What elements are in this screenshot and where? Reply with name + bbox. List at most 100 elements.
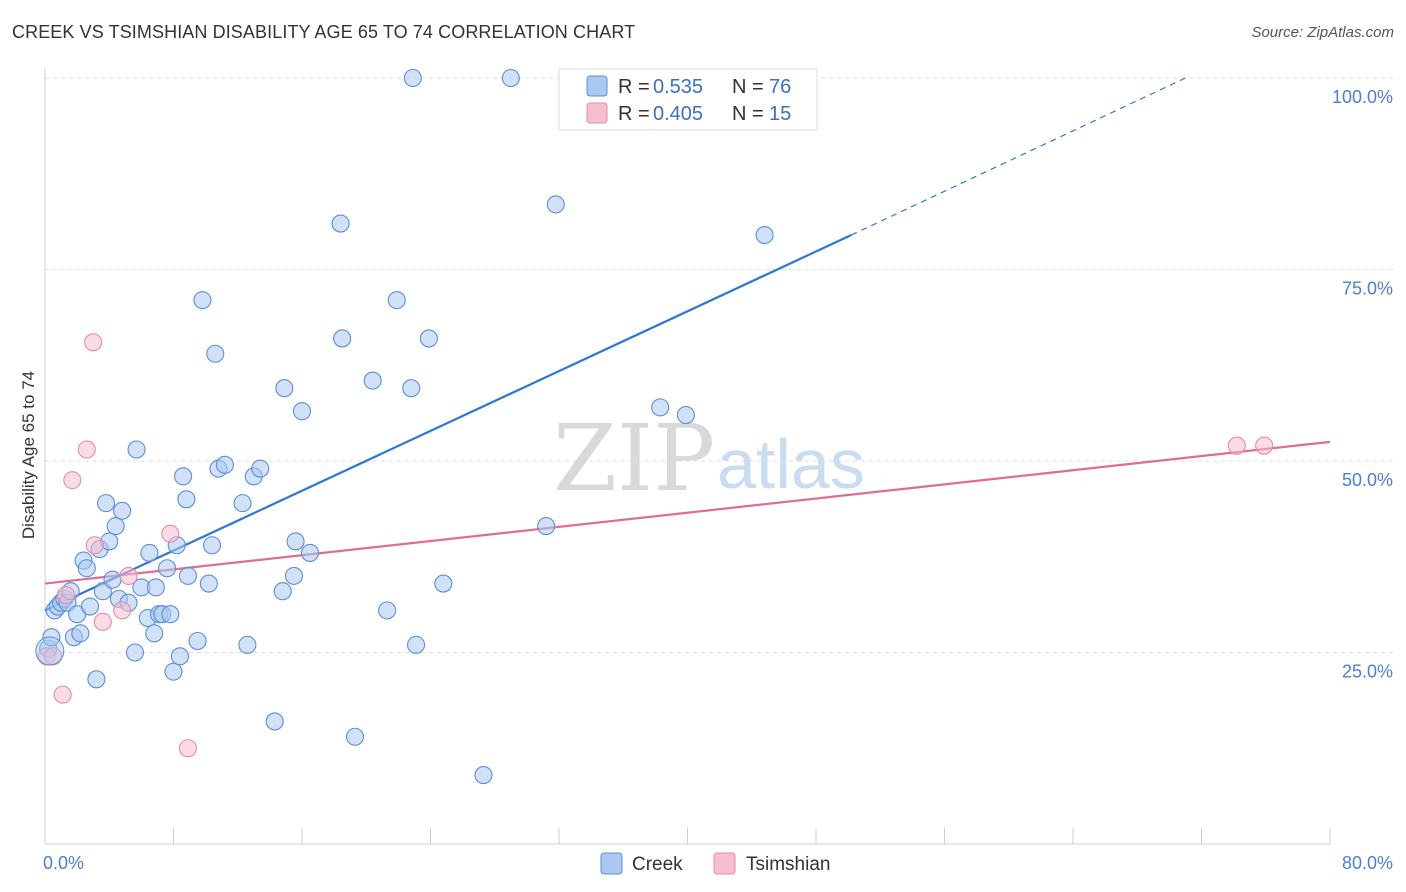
tsimshian-point: [119, 566, 138, 585]
creek-point: [178, 566, 198, 585]
creek-point: [233, 494, 252, 513]
creek-point: [238, 635, 257, 654]
creek-point: [80, 597, 100, 616]
y-tick-label: 75.0%: [1342, 279, 1393, 299]
creek-point: [474, 766, 493, 785]
watermark: ZIP atlas: [553, 405, 865, 512]
legend-bottom-creek-label: Creek: [632, 854, 683, 875]
creek-point: [215, 455, 234, 474]
creek-trend-line-extrapolated: [851, 77, 1186, 236]
x-tick-label: 80.0%: [1342, 853, 1393, 873]
creek-point: [273, 582, 292, 601]
legend-bottom: Creek Tsimshian: [600, 852, 830, 875]
creek-trend-line: [44, 234, 852, 612]
creek-point: [125, 643, 144, 662]
creek-point: [406, 635, 426, 654]
legend-creek-swatch: [586, 75, 608, 97]
tsimshian-point: [1227, 436, 1246, 455]
y-tick-label: 100.0%: [1332, 87, 1393, 107]
creek-point: [87, 670, 106, 689]
creek-point: [103, 570, 122, 589]
y-tick-labels: 25.0% 50.0% 75.0% 100.0%: [1332, 87, 1393, 682]
creek-point: [265, 712, 284, 731]
creek-point: [158, 559, 177, 578]
creek-point: [140, 543, 159, 562]
tsimshian-point: [1255, 436, 1274, 455]
tsimshian-point: [93, 612, 112, 631]
creek-point: [651, 398, 670, 417]
creek-point: [501, 68, 520, 88]
axes: [44, 68, 1331, 845]
tsimshian-point: [84, 333, 103, 352]
creek-point: [363, 371, 382, 390]
legend-creek-n-label: N =: [732, 76, 764, 98]
legend-creek-r-value: 0.535: [653, 76, 703, 98]
data-points: [35, 68, 1274, 785]
creek-point: [35, 636, 65, 666]
tsimshian-point: [85, 536, 104, 555]
creek-point: [106, 517, 125, 536]
creek-point: [146, 578, 165, 597]
creek-point: [402, 379, 421, 398]
creek-point: [174, 467, 193, 486]
legend-bottom-tsimshian-label: Tsimshian: [746, 854, 830, 875]
creek-point: [292, 402, 312, 421]
creek-point: [286, 532, 305, 551]
tsimshian-point: [56, 585, 75, 605]
creek-point: [203, 536, 222, 555]
legend-creek-n-value: 76: [769, 76, 791, 98]
creek-point: [755, 225, 774, 245]
y-tick-label: 25.0%: [1342, 662, 1393, 682]
gridlines: [45, 77, 1395, 653]
creek-point: [188, 631, 207, 651]
tsimshian-point: [53, 685, 72, 704]
creek-point: [127, 440, 146, 459]
creek-point: [199, 574, 218, 593]
creek-point: [206, 344, 225, 363]
legend-tsimshian-n-value: 15: [769, 103, 791, 125]
creek-point: [164, 662, 183, 681]
creek-point: [537, 517, 556, 536]
creek-point: [251, 459, 270, 478]
creek-point: [145, 624, 164, 643]
creek-point: [71, 624, 90, 643]
creek-point: [403, 68, 422, 88]
x-tick-label: 0.0%: [43, 853, 84, 873]
tsimshian-point: [77, 440, 96, 459]
legend-bottom-creek-swatch: [600, 852, 623, 875]
creek-point: [113, 501, 132, 520]
tsimshian-point: [161, 524, 180, 543]
y-tick-label: 50.0%: [1342, 470, 1393, 490]
creek-point: [177, 490, 196, 509]
trend-lines: [44, 77, 1331, 612]
legend-top: R = 0.535 N = 76 R = 0.405 N = 15: [558, 68, 818, 131]
legend-bottom-tsimshian-swatch: [713, 852, 736, 875]
x-tick-labels: 0.0% 80.0%: [43, 853, 1393, 873]
creek-point: [387, 291, 406, 310]
legend-tsimshian-swatch: [586, 102, 608, 124]
creek-point: [193, 291, 212, 310]
legend-tsimshian-r-value: 0.405: [653, 103, 703, 125]
chart-title: CREEK VS TSIMSHIAN DISABILITY AGE 65 TO …: [12, 22, 636, 42]
creek-point: [275, 379, 294, 398]
tsimshian-point: [113, 601, 132, 620]
creek-point: [161, 605, 180, 624]
tsimshian-point: [63, 471, 82, 490]
creek-point: [300, 543, 320, 562]
watermark-atlas: atlas: [717, 425, 865, 503]
creek-point: [676, 405, 695, 425]
creek-point: [170, 647, 189, 666]
creek-point: [345, 727, 365, 746]
tsimshian-trend-line: [44, 440, 1331, 585]
creek-point: [77, 559, 96, 578]
creek-point: [419, 329, 438, 348]
legend-tsimshian-r-label: R =: [618, 103, 650, 125]
creek-point: [434, 574, 453, 593]
creek-point: [546, 195, 565, 214]
creek-point: [378, 601, 397, 620]
legend-tsimshian-n-label: N =: [732, 103, 764, 125]
tsimshian-point: [178, 739, 198, 758]
y-axis-label: Disability Age 65 to 74: [19, 371, 38, 539]
creek-point: [333, 329, 352, 348]
